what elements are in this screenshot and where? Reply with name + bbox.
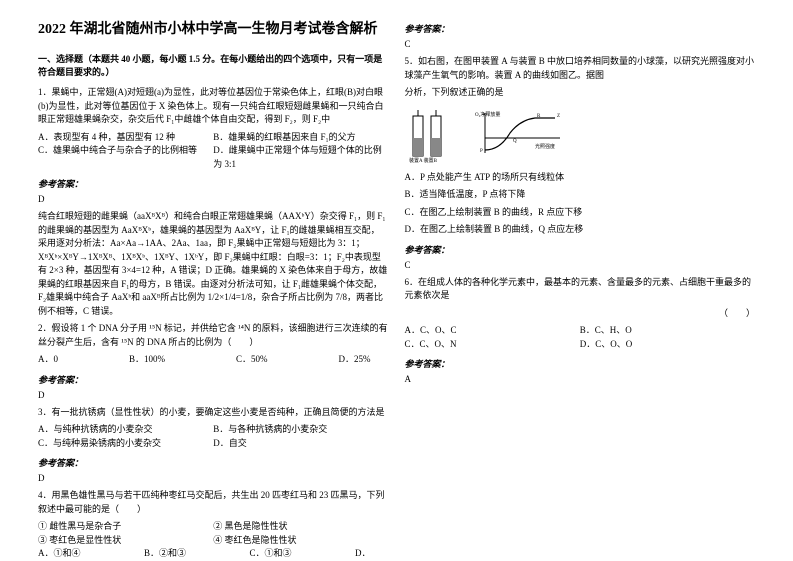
q4-answer-label: 参考答案：: [405, 22, 756, 35]
left-column: 2022 年湖北省随州市小林中学高一生物月考试卷含解析 一、选择题（本题共 40…: [30, 18, 397, 543]
q3-optA: A．与纯种抗锈病的小麦杂交: [38, 423, 213, 437]
q1-answer-label: 参考答案：: [38, 177, 389, 190]
q5-subtext: 分析，下列叙述正确的是: [405, 86, 756, 100]
q6-optB: B．C、H、O: [580, 324, 755, 338]
q2-text: 2．假设将 1 个 DNA 分子用 ¹⁵N 标记，并供给它含 ¹⁴N 的原料，该…: [38, 322, 389, 349]
q2-optB: B．100%: [129, 353, 165, 367]
q5-text: 5．如右图，在图甲装置 A 与装置 B 中放口培养相同数量的小球藻，以研究光照强…: [405, 55, 756, 82]
q6-answer-label: 参考答案：: [405, 357, 756, 370]
q6-optD: D．C、O、O: [580, 338, 755, 352]
q1-answer: D: [38, 194, 389, 204]
question-2: 2．假设将 1 个 DNA 分子用 ¹⁵N 标记，并供给它含 ¹⁴N 的原料，该…: [38, 322, 389, 367]
q1-explanation: 纯合红眼短翅的雌果蝇（aaXᴮXᴮ）和纯合白眼正常翅雄果蝇（AAXᵇY）杂交得 …: [38, 210, 389, 318]
tube-diagram-icon: 装置A 装置B: [405, 108, 465, 163]
q3-answer: D: [38, 473, 389, 483]
q5-optC: C．在图乙上绘制装置 B 的曲线，R 点应下移: [405, 206, 756, 220]
q3-text: 3．有一批抗锈病（显性性状）的小麦，要确定这些小麦是否纯种，正确且简便的方法是: [38, 406, 389, 420]
q6-text: 6．在组成人体的各种化学元素中，最基本的元素、含量最多的元素、占细胞干重最多的元…: [405, 276, 756, 303]
q6-optA: A．C、O、C: [405, 324, 580, 338]
svg-text:O₂净释放量: O₂净释放量: [475, 111, 500, 118]
graph-diagram-icon: O₂净释放量 光照强度 P Q R Z: [475, 108, 565, 163]
q5-answer-label: 参考答案：: [405, 243, 756, 256]
q4-text: 4．用黑色雄性黑马与若干匹纯种枣红马交配后，共生出 20 匹枣红马和 23 匹黑…: [38, 489, 389, 516]
q4-optA: A．①和④: [38, 547, 81, 561]
q5-optB: B．适当降低温度，P 点将下降: [405, 188, 756, 202]
q4-opt4: ④ 枣红色是隐性性状: [213, 534, 388, 548]
q5-diagrams: 装置A 装置B O₂净释放量 光照强度 P Q R Z: [405, 108, 756, 163]
q1-optB: B．雄果蝇的红眼基因来自 F₁的父方: [213, 131, 388, 145]
q2-answer: D: [38, 390, 389, 400]
q2-optD: D．25%: [338, 353, 370, 367]
q3-optD: D．自交: [213, 437, 388, 451]
q2-answer-label: 参考答案：: [38, 373, 389, 386]
exam-title: 2022 年湖北省随州市小林中学高一生物月考试卷含解析: [38, 18, 389, 38]
q5-optA: A．P 点处能产生 ATP 的场所只有线粒体: [405, 171, 756, 185]
q3-optC: C．与纯种易染锈病的小麦杂交: [38, 437, 213, 451]
q4-optB: B．②和③: [144, 547, 186, 561]
svg-text:Z: Z: [557, 114, 560, 119]
svg-text:装置A 装置B: 装置A 装置B: [409, 157, 438, 163]
q6-optC: C．C、O、N: [405, 338, 580, 352]
q4-opt2: ② 黑色是隐性性状: [213, 520, 388, 534]
question-3: 3．有一批抗锈病（显性性状）的小麦，要确定这些小麦是否纯种，正确且简便的方法是 …: [38, 406, 389, 451]
q4-opt3: ③ 枣红色是显性性状: [38, 534, 213, 548]
q2-optA: A．0: [38, 353, 58, 367]
svg-text:Q: Q: [513, 139, 517, 144]
right-column: 参考答案： C 5．如右图，在图甲装置 A 与装置 B 中放口培养相同数量的小球…: [397, 18, 764, 543]
q5-optD: D．在图乙上绘制装置 B 的曲线，Q 点应左移: [405, 223, 756, 237]
q4-optC: C．①和③: [249, 547, 291, 561]
q6-answer: A: [405, 374, 756, 384]
svg-text:光照强度: 光照强度: [535, 143, 555, 150]
q5-answer: C: [405, 260, 756, 270]
q1-optC: C．雄果蝇中纯合子与杂合子的比例相等: [38, 144, 213, 171]
svg-text:P: P: [480, 149, 483, 154]
question-4: 4．用黑色雄性黑马与若干匹纯种枣红马交配后，共生出 20 匹枣红马和 23 匹黑…: [38, 489, 389, 561]
q4-opt1: ① 雌性黑马是杂合子: [38, 520, 213, 534]
q6-blank: （ ）: [405, 307, 756, 321]
question-1: 1．果蝇中，正常翅(A)对短翅(a)为显性，此对等位基因位于常染色体上，红眼(B…: [38, 86, 389, 171]
q1-optA: A．表现型有 4 种，基因型有 12 种: [38, 131, 213, 145]
q2-optC: C．50%: [236, 353, 268, 367]
question-6: 6．在组成人体的各种化学元素中，最基本的元素、含量最多的元素、占细胞干重最多的元…: [405, 276, 756, 352]
q4-optD: D．: [355, 547, 371, 561]
q3-answer-label: 参考答案：: [38, 456, 389, 469]
q3-optB: B．与各种抗锈病的小麦杂交: [213, 423, 388, 437]
q1-optD: D．雌果蝇中正常翅个体与短翅个体的比例为 3:1: [213, 144, 388, 171]
q1-text: 1．果蝇中，正常翅(A)对短翅(a)为显性，此对等位基因位于常染色体上，红眼(B…: [38, 86, 389, 127]
q4-answer: C: [405, 39, 756, 49]
question-5: 5．如右图，在图甲装置 A 与装置 B 中放口培养相同数量的小球藻，以研究光照强…: [405, 55, 756, 237]
section-header: 一、选择题（本题共 40 小题，每小题 1.5 分。在每小题给出的四个选项中，只…: [38, 52, 389, 78]
